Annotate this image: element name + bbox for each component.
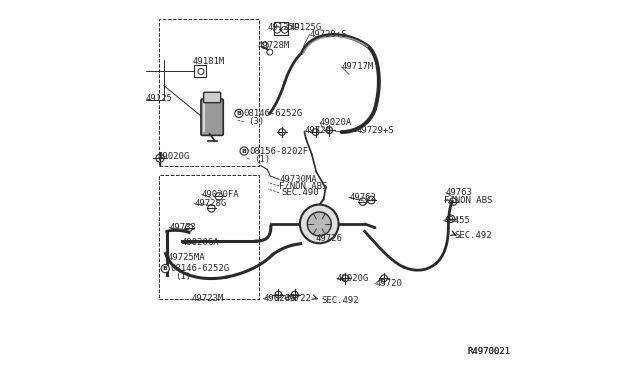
Text: F/NON ABS: F/NON ABS: [444, 196, 492, 205]
Text: (1): (1): [254, 155, 270, 164]
FancyBboxPatch shape: [204, 92, 221, 103]
Text: 49720: 49720: [375, 279, 402, 288]
Text: 49722: 49722: [285, 294, 312, 303]
Text: B: B: [242, 148, 246, 154]
Text: 49762: 49762: [349, 193, 376, 202]
Text: 49020FA: 49020FA: [202, 190, 239, 199]
Text: B: B: [163, 266, 168, 271]
Bar: [159, 175, 259, 299]
Text: 49125P: 49125P: [267, 23, 300, 32]
Text: 08146-6252G: 08146-6252G: [244, 109, 303, 118]
Text: 49728G: 49728G: [195, 199, 227, 208]
Bar: [195, 65, 206, 77]
Bar: [159, 19, 259, 166]
Text: (1): (1): [175, 272, 191, 280]
Text: B: B: [236, 111, 241, 116]
Circle shape: [161, 264, 170, 273]
Text: 49763: 49763: [445, 188, 472, 197]
Text: 08146-6252G: 08146-6252G: [170, 264, 230, 273]
Text: 49455: 49455: [444, 216, 470, 225]
Text: 49020A: 49020A: [320, 118, 352, 126]
Text: 08156-8202F: 08156-8202F: [250, 147, 308, 155]
Text: F/NON ABS: F/NON ABS: [279, 182, 328, 190]
Text: 49717M: 49717M: [342, 62, 374, 71]
Circle shape: [235, 109, 243, 118]
Text: 49725MA: 49725MA: [168, 253, 205, 262]
Text: 49726: 49726: [305, 126, 332, 135]
Text: 49733: 49733: [170, 223, 196, 232]
Text: 49726: 49726: [316, 234, 342, 243]
Text: (3): (3): [248, 117, 265, 126]
Circle shape: [307, 212, 332, 236]
Circle shape: [240, 147, 248, 155]
Text: SEC.492: SEC.492: [322, 296, 360, 305]
Text: 49723M: 49723M: [191, 294, 224, 303]
Circle shape: [300, 205, 339, 243]
Text: 49020GA: 49020GA: [182, 238, 220, 247]
Text: 49020G: 49020G: [264, 294, 296, 303]
Text: 49020G: 49020G: [337, 274, 369, 283]
Text: 49125: 49125: [145, 94, 172, 103]
Text: R4970021: R4970021: [467, 347, 510, 356]
Text: 49020G: 49020G: [157, 153, 189, 161]
Text: 49125G: 49125G: [289, 23, 322, 32]
Text: 49729+S: 49729+S: [310, 30, 348, 39]
Text: SEC.492: SEC.492: [454, 231, 492, 240]
FancyBboxPatch shape: [201, 99, 223, 135]
Text: SEC.490: SEC.490: [281, 188, 319, 197]
Text: R4970021: R4970021: [467, 347, 510, 356]
Text: 49730MA: 49730MA: [279, 175, 317, 184]
Text: 49729+S: 49729+S: [356, 126, 394, 135]
Text: 49728M: 49728M: [257, 41, 290, 50]
Text: 49181M: 49181M: [193, 57, 225, 66]
